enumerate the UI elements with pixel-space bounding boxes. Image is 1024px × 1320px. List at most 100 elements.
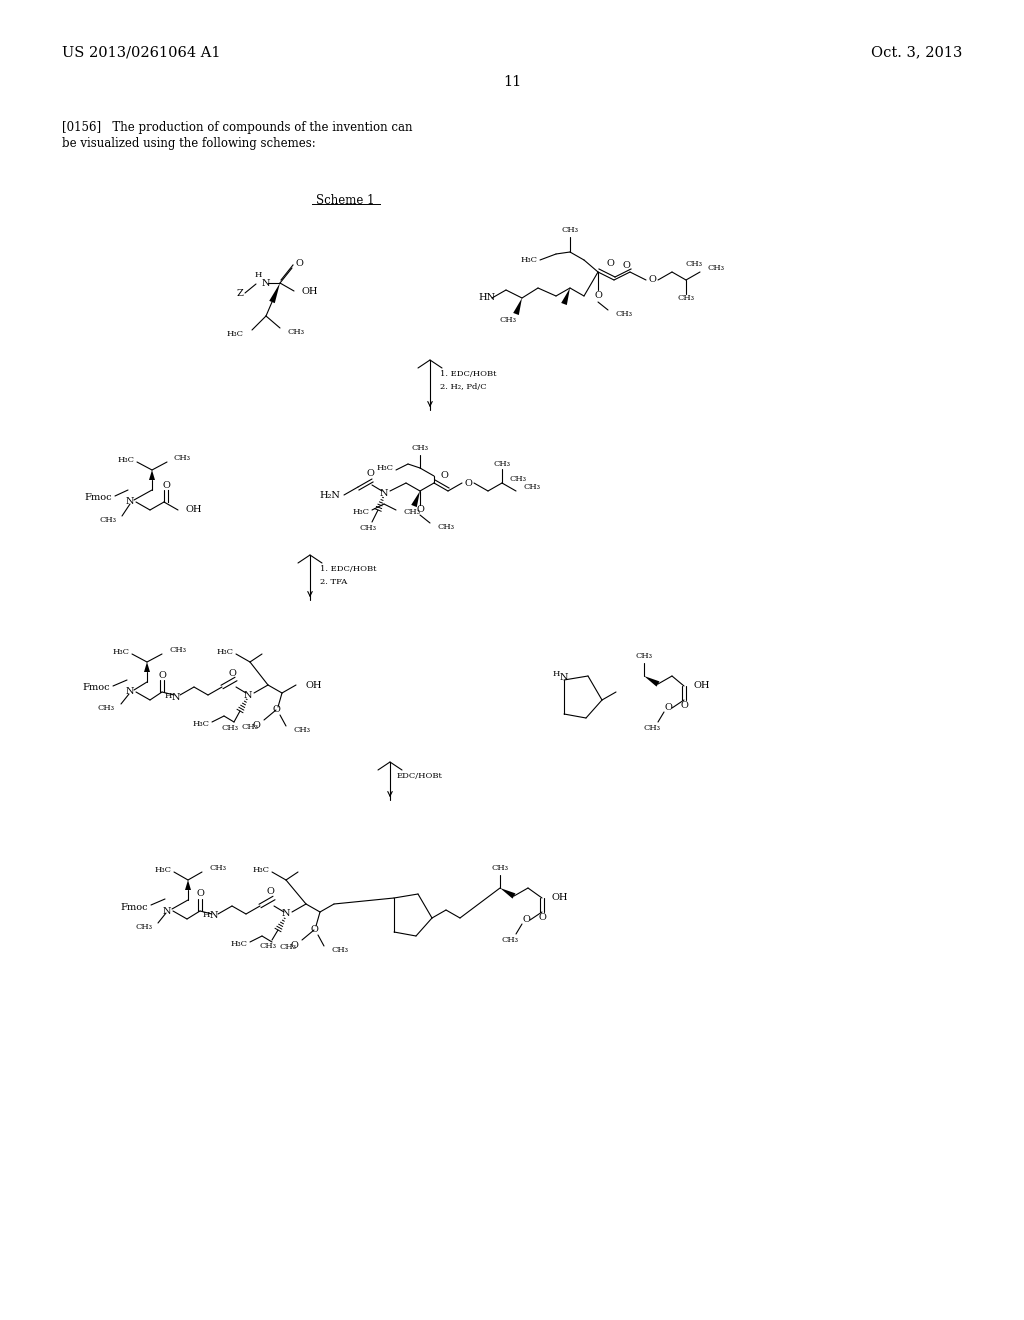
Text: O: O	[594, 292, 602, 301]
Text: OH: OH	[552, 894, 568, 903]
Text: CH₃: CH₃	[643, 723, 660, 733]
Polygon shape	[644, 676, 659, 686]
Text: CH₃: CH₃	[616, 310, 633, 318]
Text: N: N	[262, 279, 270, 288]
Text: N: N	[210, 912, 218, 920]
Text: N: N	[244, 690, 252, 700]
Text: CH₃: CH₃	[636, 652, 652, 660]
Text: O: O	[366, 469, 374, 478]
Text: CH₃: CH₃	[221, 723, 239, 733]
Text: H₃C: H₃C	[521, 256, 538, 264]
Text: O: O	[440, 470, 447, 479]
Text: Fmoc: Fmoc	[84, 494, 112, 503]
Text: N: N	[282, 909, 290, 919]
Text: [0156]   The production of compounds of the invention can: [0156] The production of compounds of th…	[62, 121, 413, 135]
Text: H₃C: H₃C	[113, 648, 130, 656]
Text: OH: OH	[302, 286, 318, 296]
Text: OH: OH	[693, 681, 710, 690]
Text: be visualized using the following schemes:: be visualized using the following scheme…	[62, 136, 315, 149]
Polygon shape	[150, 470, 155, 480]
Text: 11: 11	[503, 75, 521, 88]
Text: OH: OH	[305, 681, 322, 689]
Text: CH₃: CH₃	[412, 444, 428, 451]
Text: CH₃: CH₃	[708, 264, 725, 272]
Text: Fmoc: Fmoc	[82, 684, 110, 693]
Text: CH₃: CH₃	[280, 942, 297, 950]
Text: O: O	[606, 260, 614, 268]
Text: H₃C: H₃C	[217, 648, 234, 656]
Text: CH₃: CH₃	[287, 327, 304, 337]
Text: N: N	[163, 907, 171, 916]
Text: CH₃: CH₃	[174, 454, 191, 462]
Text: O: O	[162, 480, 170, 490]
Text: O: O	[664, 704, 672, 713]
Text: CH₃: CH₃	[99, 516, 116, 524]
Text: CH₃: CH₃	[492, 865, 509, 873]
Text: 1. EDC/HOBt: 1. EDC/HOBt	[319, 565, 377, 573]
Text: H: H	[165, 692, 172, 700]
Text: CH₃: CH₃	[259, 942, 276, 950]
Text: H₃C: H₃C	[231, 940, 248, 948]
Polygon shape	[500, 888, 515, 899]
Text: O: O	[538, 913, 546, 923]
Text: Oct. 3, 2013: Oct. 3, 2013	[870, 45, 962, 59]
Text: CH₃: CH₃	[438, 523, 455, 531]
Polygon shape	[561, 288, 570, 305]
Text: CH₃: CH₃	[686, 260, 703, 268]
Polygon shape	[513, 298, 522, 315]
Text: O: O	[228, 668, 236, 677]
Text: 1. EDC/HOBt: 1. EDC/HOBt	[440, 370, 497, 378]
Text: CH₃: CH₃	[359, 524, 377, 532]
Text: H₃C: H₃C	[253, 866, 270, 874]
Text: O: O	[416, 506, 424, 515]
Text: Z: Z	[237, 289, 243, 297]
Text: 2. TFA: 2. TFA	[319, 578, 347, 586]
Text: EDC/HOBt: EDC/HOBt	[397, 772, 442, 780]
Text: CH₃: CH₃	[524, 483, 541, 491]
Text: CH₃: CH₃	[170, 645, 187, 653]
Text: H₃C: H₃C	[155, 866, 172, 874]
Text: N: N	[172, 693, 180, 701]
Text: H: H	[553, 671, 560, 678]
Text: O: O	[464, 479, 472, 487]
Text: N: N	[560, 673, 568, 682]
Text: 2. H₂, Pd/C: 2. H₂, Pd/C	[440, 383, 486, 391]
Text: CH₃: CH₃	[502, 936, 518, 944]
Text: O: O	[266, 887, 274, 896]
Text: US 2013/0261064 A1: US 2013/0261064 A1	[62, 45, 220, 59]
Polygon shape	[269, 282, 280, 304]
Text: O: O	[522, 916, 530, 924]
Text: CH₃: CH₃	[500, 315, 516, 323]
Text: CH₃: CH₃	[332, 946, 349, 954]
Text: O: O	[295, 259, 303, 268]
Text: N: N	[380, 488, 388, 498]
Text: H₃C: H₃C	[377, 465, 394, 473]
Text: CH₃: CH₃	[678, 294, 694, 302]
Text: OH: OH	[186, 506, 203, 515]
Text: Scheme 1: Scheme 1	[315, 194, 374, 206]
Text: CH₃: CH₃	[510, 475, 527, 483]
Text: H₂N: H₂N	[319, 491, 340, 499]
Text: Fmoc: Fmoc	[121, 903, 148, 912]
Text: O: O	[252, 722, 260, 730]
Text: H₃C: H₃C	[193, 719, 210, 729]
Text: O: O	[158, 671, 166, 680]
Text: N: N	[126, 688, 134, 697]
Text: H₃C: H₃C	[118, 455, 135, 465]
Text: CH₃: CH₃	[98, 704, 115, 711]
Text: CH₃: CH₃	[294, 726, 311, 734]
Text: H₃C: H₃C	[353, 508, 370, 516]
Text: CH₃: CH₃	[210, 865, 227, 873]
Text: O: O	[622, 260, 630, 269]
Text: CH₃: CH₃	[494, 459, 511, 469]
Text: CH₃: CH₃	[135, 923, 152, 931]
Text: N: N	[126, 498, 134, 507]
Polygon shape	[185, 880, 191, 890]
Text: O: O	[272, 705, 280, 714]
Text: O: O	[290, 941, 298, 950]
Text: O: O	[648, 276, 656, 285]
Text: CH₃: CH₃	[404, 508, 421, 516]
Text: O: O	[310, 925, 317, 935]
Text: H: H	[254, 271, 262, 279]
Text: H₃C: H₃C	[227, 330, 244, 338]
